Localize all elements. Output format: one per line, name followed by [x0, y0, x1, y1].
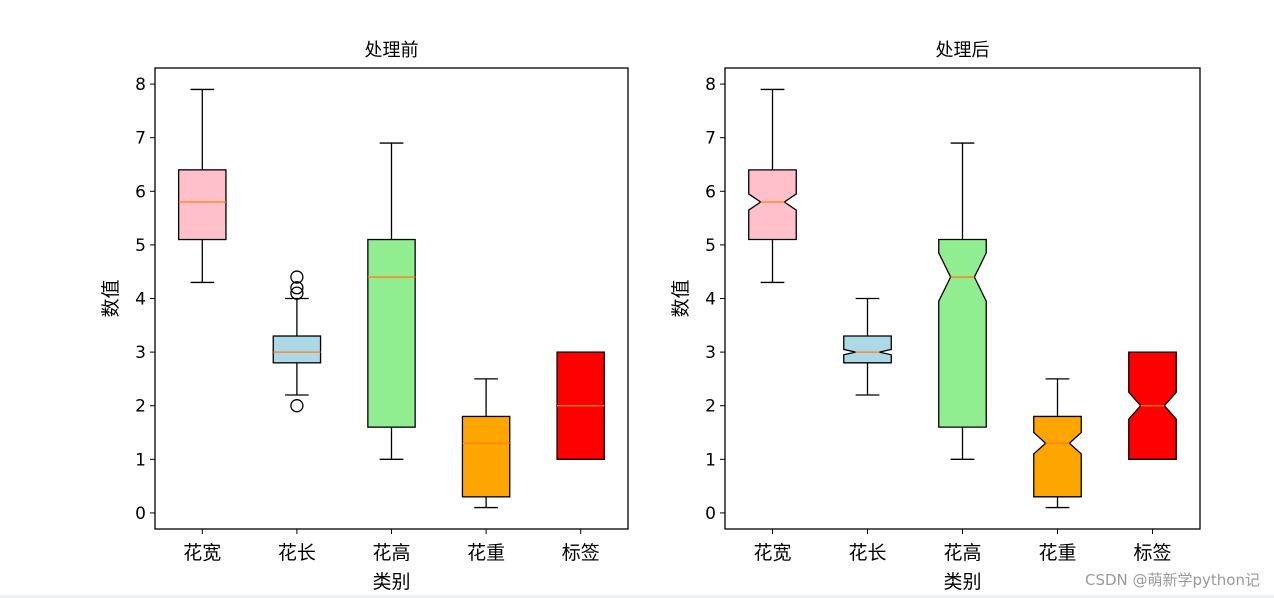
box-花长: [843, 297, 892, 396]
y-tick-label: 5: [705, 236, 716, 256]
y-tick-label: 1: [705, 450, 716, 470]
x-tick-label: 标签: [562, 542, 600, 564]
flier-point: [290, 286, 304, 300]
y-tick-label: 7: [135, 129, 146, 149]
box-标签: [1128, 351, 1177, 460]
plot-frame: [154, 67, 629, 530]
y-tick-label: 3: [135, 343, 146, 363]
box-body: [748, 169, 797, 241]
flier-point: [290, 399, 304, 413]
watermark-text: CSDN @萌新学python记: [1084, 571, 1260, 589]
x-axis-label: 类别: [372, 571, 410, 593]
box-body: [938, 238, 987, 428]
y-tick-label: 3: [705, 343, 716, 363]
x-tick-label: 标签: [1133, 542, 1171, 564]
x-tick-label: 花宽: [183, 542, 221, 564]
box-花长: [272, 270, 322, 413]
box-body: [367, 238, 416, 428]
y-axis-label: 数值: [100, 279, 122, 317]
y-tick-label: 2: [705, 397, 716, 417]
x-tick-label: 花高: [943, 542, 981, 564]
chart-title: 处理前: [365, 40, 419, 61]
y-axis-label: 数值: [670, 279, 692, 317]
x-tick-label: 花重: [1038, 542, 1076, 564]
box-花重: [461, 378, 511, 509]
y-tick-label: 1: [135, 450, 146, 470]
x-tick-label: 花长: [848, 542, 886, 564]
box-body: [1033, 415, 1082, 498]
flier-point: [290, 270, 304, 284]
chart-title: 处理后: [936, 40, 990, 61]
box-body: [461, 415, 511, 498]
x-axis-label: 类别: [943, 571, 981, 593]
y-tick-label: 0: [135, 504, 146, 524]
box-花重: [1033, 378, 1082, 509]
x-tick-label: 花高: [372, 542, 410, 564]
y-tick-label: 7: [705, 129, 716, 149]
flier-point: [290, 281, 304, 295]
y-tick-label: 6: [705, 182, 716, 202]
y-tick-label: 2: [135, 397, 146, 417]
y-tick-label: 4: [135, 290, 146, 310]
box-标签: [556, 351, 605, 460]
box-body: [177, 169, 227, 241]
box-花高: [938, 142, 987, 460]
y-tick-label: 5: [135, 236, 146, 256]
plot-frame: [724, 67, 1201, 530]
y-tick-label: 8: [135, 75, 146, 95]
y-tick-label: 4: [705, 290, 716, 310]
box-body: [843, 335, 892, 364]
x-tick-label: 花重: [467, 542, 505, 564]
x-tick-label: 花长: [278, 542, 316, 564]
y-tick-label: 8: [705, 75, 716, 95]
box-花宽: [177, 88, 227, 284]
bottom-rule: [0, 595, 1274, 598]
x-tick-label: 花宽: [753, 542, 791, 564]
box-花宽: [748, 88, 797, 284]
box-花高: [367, 142, 416, 460]
box-body: [272, 335, 322, 364]
y-tick-label: 6: [135, 182, 146, 202]
y-tick-label: 0: [705, 504, 716, 524]
